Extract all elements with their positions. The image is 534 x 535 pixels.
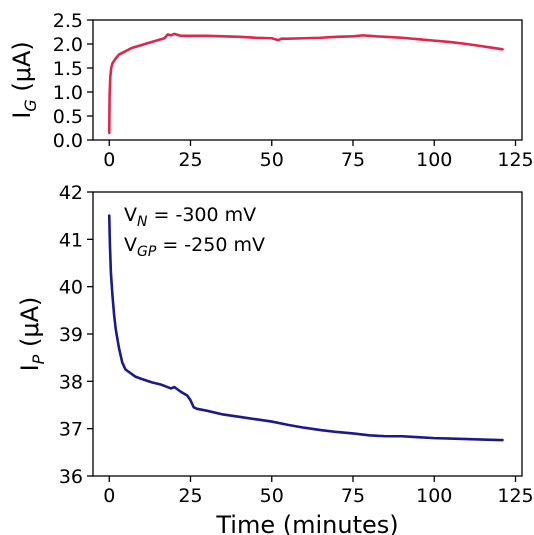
y-tick-label: 37 xyxy=(59,419,83,441)
x-tick-label: 125 xyxy=(497,485,533,507)
x-tick-label: 75 xyxy=(341,149,365,171)
annotation: VN = -300 mV xyxy=(124,204,256,230)
x-tick-label: 50 xyxy=(260,485,284,507)
x-tick-label: 25 xyxy=(178,485,202,507)
y-tick-label: 42 xyxy=(59,182,83,204)
y-axis-label: IG (μA) xyxy=(8,41,40,119)
y-axis-label: IP (μA) xyxy=(16,297,48,372)
y-label-unit: (μA) xyxy=(8,41,36,99)
y-tick-label: 0.0 xyxy=(53,130,83,152)
y-tick-label: 2.5 xyxy=(53,10,83,32)
y-label-unit: (μA) xyxy=(16,297,44,355)
annotation: VGP = -250 mV xyxy=(124,234,265,260)
y-tick-label: 1.0 xyxy=(53,82,83,104)
x-axis-label: Time (minutes) xyxy=(215,511,398,535)
x-tick-label: 0 xyxy=(103,485,115,507)
y-tick-label: 41 xyxy=(59,229,83,251)
x-tick-label: 0 xyxy=(103,149,115,171)
series-line xyxy=(107,214,504,442)
bottom-chart: 0 25 50 75 100 125 36 37 38 39 40 41 42 IP (μA) Time (… xyxy=(16,182,534,535)
x-tick-label: 25 xyxy=(178,149,202,171)
annotation-sub: GP xyxy=(137,244,157,260)
x-tick-label: 100 xyxy=(416,485,452,507)
y-tick-label: 36 xyxy=(59,466,83,488)
series-line xyxy=(107,32,504,135)
annotation-rest: = -300 mV xyxy=(147,204,256,226)
y-tick-label: 1.5 xyxy=(53,58,83,80)
x-tick-label: 100 xyxy=(416,149,452,171)
annotation-main: V xyxy=(124,204,137,226)
y-label-sub: P xyxy=(29,354,48,364)
y-label-main: I xyxy=(16,364,44,371)
annotation-main: V xyxy=(124,234,137,256)
x-tick-label: 50 xyxy=(260,149,284,171)
y-tick-label: 39 xyxy=(59,324,83,346)
y-tick-label: 38 xyxy=(59,371,83,393)
plot-frame xyxy=(92,19,523,141)
y-label-sub: G xyxy=(21,99,40,111)
y-tick-label: 0.5 xyxy=(53,106,83,128)
y-label-main: I xyxy=(8,112,36,119)
y-tick-label: 40 xyxy=(59,277,83,299)
x-tick-label: 125 xyxy=(497,149,533,171)
annotation-sub: N xyxy=(137,214,148,230)
annotation-rest: = -250 mV xyxy=(156,234,265,256)
top-chart: 0 25 50 75 100 125 0.00.51.01.52.02.5 IG (μA) xyxy=(8,10,534,171)
x-tick-label: 75 xyxy=(341,485,365,507)
y-tick-label: 2.0 xyxy=(53,34,83,56)
